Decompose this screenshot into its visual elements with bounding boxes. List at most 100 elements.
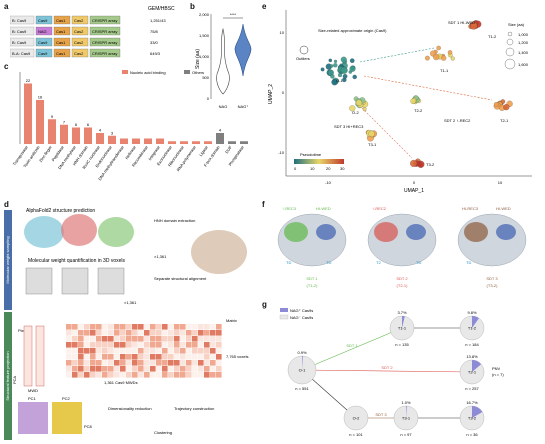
matrix-cell xyxy=(156,366,162,372)
cluster-label-T3-2: T3-2 xyxy=(426,162,435,167)
matrix-cell xyxy=(216,354,222,360)
structure-1-cluster: (T2-1) xyxy=(397,283,409,288)
matrix-cell xyxy=(78,360,84,366)
matrix-cell xyxy=(156,336,162,342)
matrix-cell xyxy=(216,330,222,336)
tree-node-T3-2-wedge xyxy=(472,406,483,418)
side-label-sampling: Molecular weight sampling xyxy=(5,236,10,283)
matrix-cell xyxy=(84,354,90,360)
matrix-cell xyxy=(66,354,72,360)
matrix-cell xyxy=(96,330,102,336)
size-key-label-4: 1,600 xyxy=(518,62,529,67)
size-key-4 xyxy=(504,58,516,70)
a-row-0-lead-label: B: Cas9 xyxy=(12,18,27,23)
a-row-2-gene-3 xyxy=(89,37,121,47)
bar-9 xyxy=(132,138,140,144)
matrix-cell xyxy=(72,324,78,330)
matrix-cell xyxy=(216,348,222,354)
matrix-cell xyxy=(210,372,216,378)
bar-17 xyxy=(228,141,236,144)
matrix-cell xyxy=(90,366,96,372)
violin-nag xyxy=(216,27,230,95)
matrix-cell xyxy=(180,336,186,342)
matrix-cell xyxy=(174,324,180,330)
panel-e-umap: UMAP_2 UMAP_1 -10 0 10 -10 0 10 O-1 O-2 T1… xyxy=(268,10,532,194)
matrix-cell xyxy=(138,354,144,360)
mwd-column-2 xyxy=(35,325,45,387)
e-ylabel: UMAP_2 xyxy=(268,84,274,104)
size-key-label-2: 1,200 xyxy=(518,40,529,45)
matrix-cell xyxy=(162,324,168,330)
g-pnv-n: (n = 7) xyxy=(492,372,504,377)
tree-node-T1-2-pct: 9.8% xyxy=(467,310,477,315)
mwd-column-1 xyxy=(23,325,33,387)
bar-18 xyxy=(240,141,248,144)
panel-label-g: g xyxy=(262,300,267,309)
panel-b-ytick-1: 500 xyxy=(202,75,209,80)
d-title-alphafold: AlphaFold2 structure prediction xyxy=(26,208,95,214)
d-mwds: 1,361 Cas9 MWDs xyxy=(104,380,138,385)
structure-1-td-1: TD xyxy=(416,260,421,265)
d-dim: Dimensionality reduction xyxy=(108,406,152,411)
matrix-cell xyxy=(150,354,156,360)
structure-0-td-0: TD xyxy=(286,260,291,265)
matrix-cell xyxy=(168,360,174,366)
bar-3 xyxy=(60,124,68,144)
matrix-cell xyxy=(126,348,132,354)
a-row-1-gene-label-1: Cas1 xyxy=(56,29,66,34)
matrix-cell xyxy=(96,342,102,348)
matrix-cell xyxy=(114,372,120,378)
panel-b-cat-1: NAG⁺ xyxy=(238,104,249,109)
size-key-1 xyxy=(507,31,513,37)
matrix-cell xyxy=(78,372,84,378)
a-row-1-gene-0 xyxy=(35,26,53,36)
umap-point xyxy=(328,58,333,63)
matrix-cell xyxy=(108,342,114,348)
matrix-cell xyxy=(84,330,90,336)
matrix-cell xyxy=(204,330,210,336)
matrix-cell xyxy=(162,354,168,360)
matrix-cell xyxy=(114,354,120,360)
tree-node-T3-2-n: n = 36 xyxy=(466,432,478,437)
a-row-0-gene-0 xyxy=(35,15,53,25)
matrix-cell xyxy=(90,342,96,348)
bar-8 xyxy=(120,138,128,144)
matrix-cell xyxy=(192,342,198,348)
matrix-cell xyxy=(192,336,198,342)
matrix-cell xyxy=(168,342,174,348)
structure-0-sdt: SDT 1 xyxy=(306,276,318,281)
matrix-cell xyxy=(210,330,216,336)
panel-d-pipeline: Molecular weight sampling Structural fea… xyxy=(4,208,248,440)
matrix-cell xyxy=(156,342,162,348)
panel-g-tree: NAG⁺ Cas9s NAG⁻ Cas9s SDT 1 SDT 2 SDT 3 O-1… xyxy=(279,308,504,437)
matrix-cell xyxy=(84,366,90,372)
matrix-cell xyxy=(138,342,144,348)
legend-nucleic-label: Nucleic acid binding xyxy=(130,70,166,75)
matrix-cell xyxy=(216,366,222,372)
a-row-1-gene-1 xyxy=(53,26,71,36)
matrix-cell xyxy=(192,354,198,360)
matrix-cell xyxy=(156,372,162,378)
tree-node-O-1-label: O-1 xyxy=(299,368,306,373)
panel-label-d: d xyxy=(4,200,9,209)
umap-point xyxy=(340,66,348,74)
pc2-heatmap xyxy=(52,402,82,434)
umap-point xyxy=(425,55,430,61)
matrix-cell xyxy=(162,372,168,378)
matrix-cell xyxy=(180,372,186,378)
bar-11 xyxy=(156,138,164,144)
matrix-cell xyxy=(162,336,168,342)
matrix-cell xyxy=(120,336,126,342)
matrix-cell xyxy=(66,348,72,354)
matrix-cell xyxy=(192,360,198,366)
a-row-3-gene-label-2: Cas2 xyxy=(74,51,84,56)
matrix-cell xyxy=(108,372,114,378)
matrix-cell xyxy=(216,336,222,342)
matrix-cell xyxy=(108,336,114,342)
matrix-cell xyxy=(150,336,156,342)
legend-nucleic-swatch xyxy=(122,70,128,74)
outlier-marker xyxy=(299,45,309,55)
a-row-3-lead xyxy=(10,48,35,58)
a-row-2-lead-label: B: Cas9 xyxy=(12,40,27,45)
a-row-0-lead xyxy=(10,15,35,25)
